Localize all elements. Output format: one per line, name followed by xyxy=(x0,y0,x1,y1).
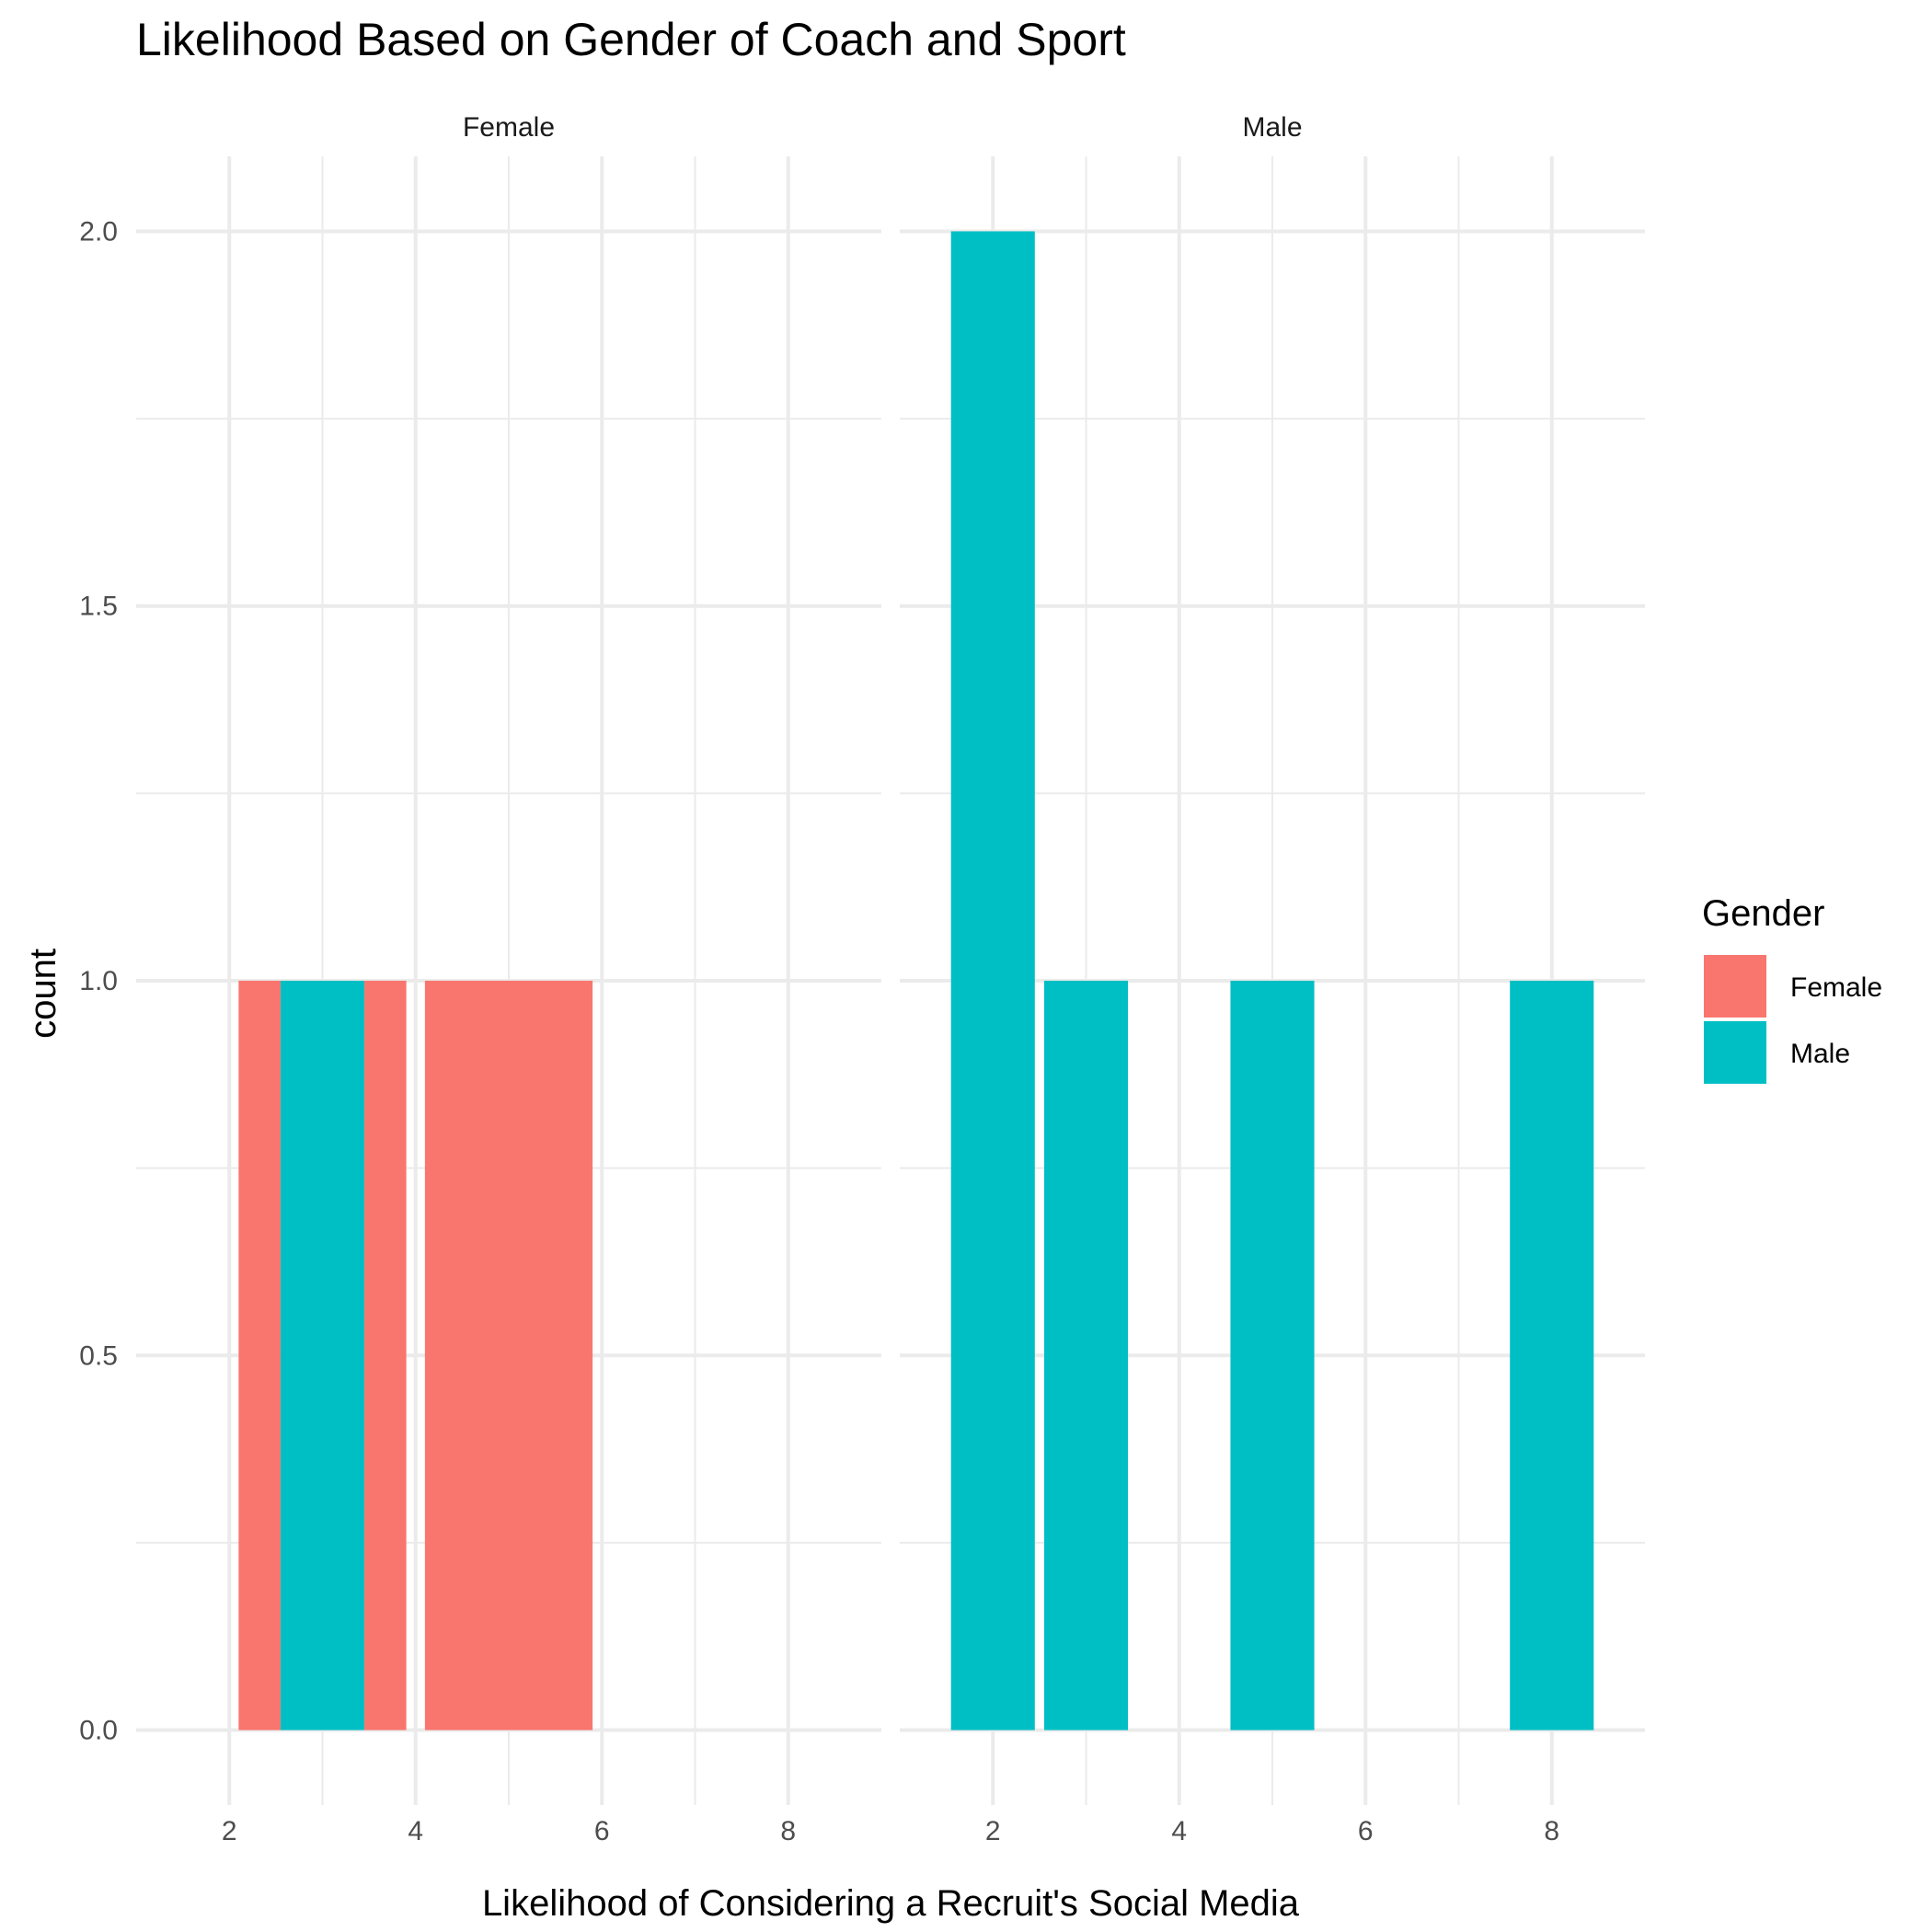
bar-female-panel-3 xyxy=(424,981,593,1731)
axes-layer: 2 4 6 8 2 4 6 8 0.0 0.5 1.0 1.5 2.0 xyxy=(79,216,1559,1846)
x-tick-label: 4 xyxy=(1171,1816,1187,1846)
y-tick-label: 0.0 xyxy=(79,1716,118,1746)
y-tick-label: 2.0 xyxy=(79,216,118,247)
bar-male-panel-0 xyxy=(950,231,1035,1731)
x-tick-label: 2 xyxy=(222,1816,237,1846)
bar-female-panel-0 xyxy=(238,981,281,1731)
legend-key-female xyxy=(1704,955,1766,1018)
facet-strip-female: Female xyxy=(463,112,555,143)
legend-title: Gender xyxy=(1702,893,1824,934)
bar-male-panel-2 xyxy=(1230,981,1315,1731)
facet-strip-male: Male xyxy=(1242,112,1302,143)
x-tick-label: 6 xyxy=(594,1816,610,1846)
x-tick-label: 8 xyxy=(1544,1816,1559,1846)
x-tick-label: 6 xyxy=(1358,1816,1374,1846)
x-tick-label: 4 xyxy=(408,1816,423,1846)
legend-label-male: Male xyxy=(1790,1039,1850,1069)
x-tick-label: 2 xyxy=(985,1816,1001,1846)
bars-layer xyxy=(238,231,1594,1731)
bar-male-panel-3 xyxy=(1510,981,1594,1731)
legend: Gender Female Male xyxy=(1702,893,1882,1084)
x-axis-title: Likelihood of Considering a Recruit's So… xyxy=(482,1883,1300,1924)
legend-label-female: Female xyxy=(1790,972,1882,1003)
y-tick-label: 1.0 xyxy=(79,966,118,996)
y-tick-label: 1.5 xyxy=(79,592,118,622)
y-axis-title: count xyxy=(23,949,63,1039)
bar-female-panel-2 xyxy=(364,981,407,1731)
legend-key-male xyxy=(1704,1021,1766,1084)
chart-title: Likelihood Based on Gender of Coach and … xyxy=(136,14,1126,65)
y-tick-label: 0.5 xyxy=(79,1340,118,1371)
bar-female-panel-1 xyxy=(280,981,365,1731)
bar-male-panel-1 xyxy=(1043,981,1129,1731)
x-tick-label: 8 xyxy=(780,1816,796,1846)
